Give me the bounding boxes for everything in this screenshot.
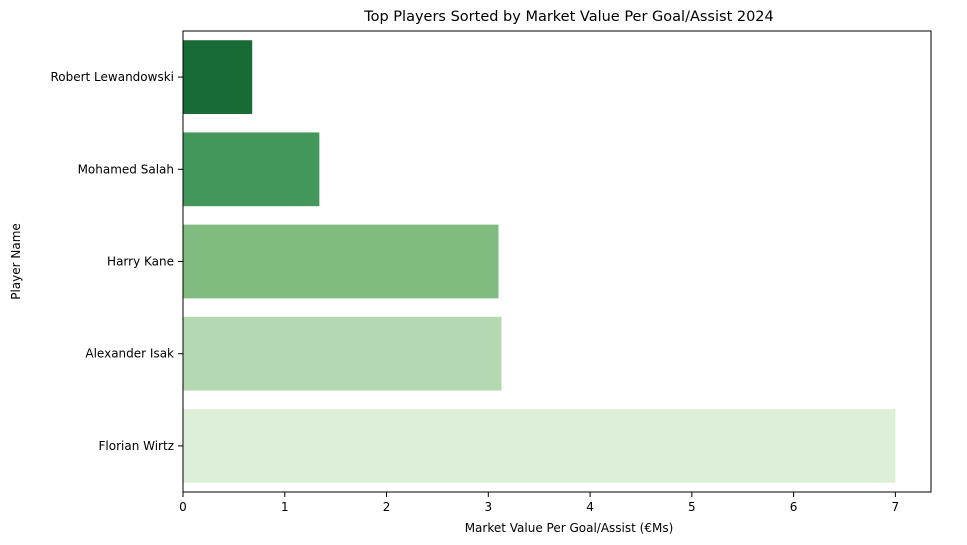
x-tick-label: 5 bbox=[688, 500, 696, 514]
x-tick-label: 2 bbox=[383, 500, 391, 514]
x-tick-label: 3 bbox=[484, 500, 492, 514]
y-axis-label: Player Name bbox=[9, 223, 23, 300]
x-tick-label: 4 bbox=[586, 500, 594, 514]
plot-frame bbox=[182, 30, 932, 493]
y-tick-label: Alexander Isak bbox=[85, 347, 174, 361]
x-axis-ticks: 0 1 2 3 4 5 6 7 bbox=[179, 492, 899, 514]
y-tick-label: Harry Kane bbox=[107, 255, 174, 269]
bar-harry-kane bbox=[183, 224, 499, 299]
chart-title: Top Players Sorted by Market Value Per G… bbox=[363, 9, 774, 25]
y-tick-label: Robert Lewandowski bbox=[50, 70, 174, 84]
x-tick-label: 6 bbox=[790, 500, 798, 514]
bar-robert-lewandowski bbox=[183, 40, 253, 114]
bar-alexander-isak bbox=[183, 316, 502, 391]
y-tick-label: Mohamed Salah bbox=[78, 162, 174, 176]
y-tick-label: Florian Wirtz bbox=[99, 439, 175, 453]
x-tick-label: 1 bbox=[281, 500, 289, 514]
bars bbox=[183, 40, 896, 483]
x-axis-label: Market Value Per Goal/Assist (€Ms) bbox=[465, 521, 674, 535]
bar-mohamed-salah bbox=[183, 132, 320, 207]
bar-florian-wirtz bbox=[183, 409, 896, 483]
x-tick-label: 0 bbox=[179, 500, 187, 514]
x-tick-label: 7 bbox=[892, 500, 900, 514]
y-axis-ticks: Robert Lewandowski Mohamed Salah Harry Kan… bbox=[50, 70, 183, 453]
